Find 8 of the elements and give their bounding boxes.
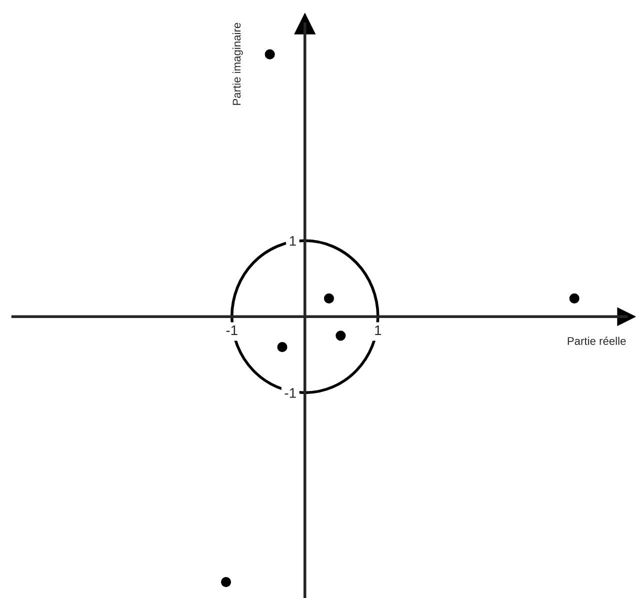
point — [264, 49, 275, 60]
point — [569, 293, 580, 304]
x-axis-title: Partie réelle — [568, 336, 626, 345]
y-axis-title: Partie imaginaire — [232, 22, 243, 105]
point — [277, 342, 288, 352]
point — [336, 330, 346, 341]
point — [324, 293, 334, 304]
point — [220, 577, 232, 588]
